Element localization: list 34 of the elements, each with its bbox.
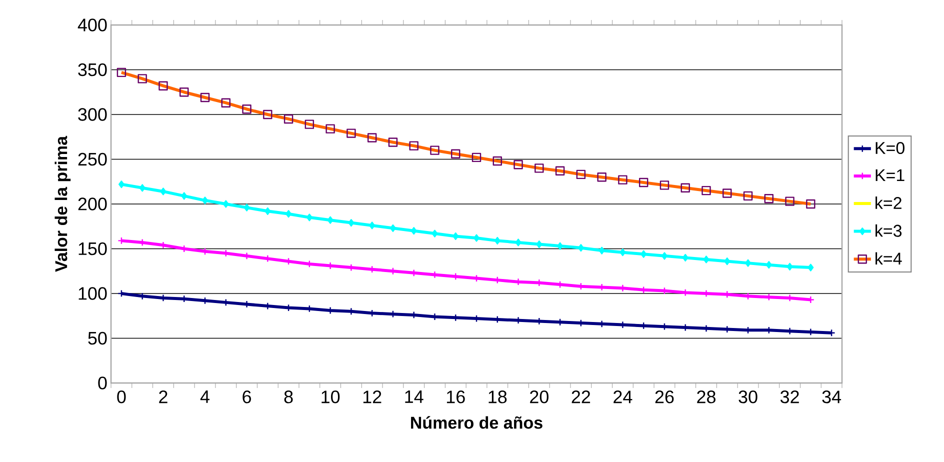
legend-label: K=0: [876, 142, 904, 154]
x-tick-label: 32: [780, 390, 799, 404]
x-tick-label: 0: [117, 390, 126, 404]
x-tick-label: 28: [697, 390, 716, 404]
y-tick-label: 0: [98, 376, 107, 390]
x-tick-label: 30: [738, 390, 758, 404]
x-tick-label: 18: [488, 390, 507, 404]
x-tick-label: 12: [363, 390, 382, 404]
x-tick-label: 22: [572, 390, 590, 404]
y-tick-label: 400: [78, 18, 107, 32]
x-tick-label: 2: [159, 390, 168, 404]
legend-label: k=3: [876, 224, 902, 237]
legend-label: K=1: [876, 169, 904, 182]
x-tick-label: 10: [322, 390, 340, 404]
x-tick-label: 6: [242, 390, 251, 404]
y-tick-label: 100: [78, 287, 107, 300]
x-tick-label: 20: [530, 390, 548, 404]
legend-label: k=4: [876, 252, 902, 264]
y-tick-label: 200: [78, 198, 107, 210]
x-axis-title: Número de años: [411, 416, 542, 429]
x-tick-label: 34: [822, 390, 842, 404]
x-tick-label: 24: [614, 390, 632, 404]
y-tick-label: 350: [78, 63, 107, 76]
x-tick-label: 4: [200, 390, 210, 403]
y-tick-label: 250: [78, 152, 107, 166]
legend-label: k=2: [876, 196, 902, 209]
x-tick-label: 14: [405, 390, 424, 403]
x-tick-label: 16: [446, 390, 465, 404]
x-tick-label: 8: [284, 390, 293, 404]
y-axis-title: Valor de la prima: [54, 136, 71, 272]
y-tick-label: 150: [78, 242, 107, 256]
y-tick-label: 300: [78, 108, 107, 121]
x-tick-label: 26: [655, 390, 674, 404]
y-tick-label: 50: [88, 332, 107, 345]
